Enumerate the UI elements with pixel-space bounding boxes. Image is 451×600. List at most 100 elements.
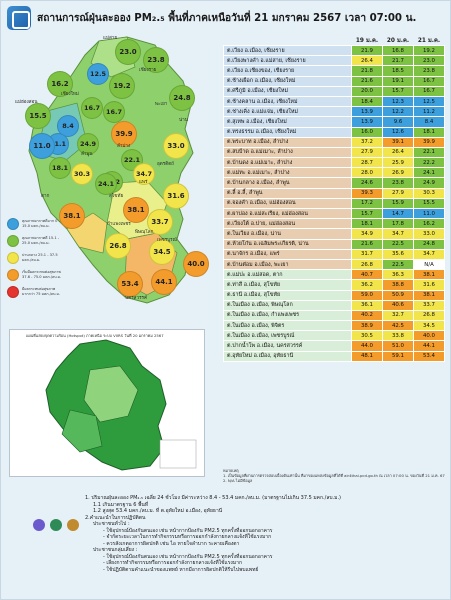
hotspot-map-panel: แผนที่แสดงจุดความร้อน (Hotspot) ภาคเหนือ… <box>9 329 205 477</box>
station-bubble: 15.5 <box>25 103 51 129</box>
agency-logo-icon <box>50 519 62 531</box>
table-row: ต.ห้วยโก๋น อ.เฉลิมพระเกียรติ, น่าน 21.6 22… <box>223 238 445 250</box>
legend-text: คุณภาพอากาศดีมาก 0 - 15.0 มคก./ลบ.ม. <box>22 219 60 228</box>
pm25-value-cell: 28.7 <box>351 157 383 169</box>
pm25-value-cell: 53.4 <box>413 350 445 362</box>
pm25-value-cell: N/A <box>413 258 445 271</box>
pm25-value-cell: 16.8 <box>382 44 414 57</box>
summary-p2a: - ใช้อุปกรณ์ป้องกันตนเอง เช่น หน้ากากป้อ… <box>103 527 273 534</box>
pm25-value-cell: 21.8 <box>351 65 383 77</box>
pm25-value-cell: 27.9 <box>382 187 414 199</box>
station-bubble: 16.7 <box>103 101 125 123</box>
station-name: ต.จองคำ อ.เมือง, แม่ฮ่องสอน <box>223 197 352 210</box>
station-bubble: 8.4 <box>57 115 79 137</box>
station-bubble: 44.1 <box>151 269 177 295</box>
table-row: ต.สุเทพ อ.เมือง, เชียงใหม่ 13.9 9.6 8.4 <box>223 116 445 128</box>
legend-text: คุณภาพอากาศดี 15.1 - 25.0 มคก./ลบ.ม. <box>22 236 60 245</box>
station-bubble: 16.2 <box>47 71 73 97</box>
pm25-value-cell: 28.0 <box>351 167 383 179</box>
station-bubble: 33.0 <box>163 133 189 159</box>
table-row: ต.จองคำ อ.เมือง, แม่ฮ่องสอน 17.2 15.9 15.5 <box>223 197 445 210</box>
pm25-value-cell: 36.2 <box>351 279 383 291</box>
station-bubble: 18.1 <box>49 157 71 179</box>
pm25-value-cell: 13.9 <box>351 116 383 128</box>
pm25-value-cell: 17.8 <box>382 218 414 230</box>
pm25-value-cell: 34.7 <box>382 228 414 240</box>
page-title: สถานการณ์ฝุ่นละออง PM₂.₅ พื้นที่ภาคเหนือ… <box>37 13 417 24</box>
pm25-value-cell: 20.0 <box>351 85 383 97</box>
legend-item: มีผลกระทบต่อสุขภาพ มากกว่า 75 มคก./ลบ.ม. <box>7 286 67 298</box>
pm25-value-cell: 25.9 <box>382 157 414 169</box>
station-name: ต.นาจักร อ.เมือง, แพร่ <box>223 248 352 260</box>
pm25-value-cell: 15.9 <box>382 197 414 210</box>
map-place-label: ลำปาง <box>117 144 131 149</box>
legend-text: มีผลกระทบต่อสุขภาพ มากกว่า 75 มคก./ลบ.ม. <box>22 287 61 296</box>
pm25-value-cell: 21.9 <box>351 44 383 57</box>
table-row: ต.ในเวียง อ.เมือง, น่าน 34.9 34.7 33.0 <box>223 228 445 240</box>
legend-text: ปานกลาง 25.1 - 37.5 มคก./ลบ.ม. <box>22 253 58 262</box>
station-name: ต.พระบาท อ.เมือง, ลำปาง <box>223 136 352 148</box>
map-place-label: สุโขทัย <box>109 194 124 199</box>
pm25-value-cell: 16.7 <box>413 85 445 97</box>
pm25-value-cell: 19.1 <box>382 75 414 87</box>
station-bubble: 33.7 <box>147 209 173 235</box>
header-day-3: 21 ม.ค. <box>417 38 441 44</box>
table-row: ต.ในเมือง อ.เมือง, เพชรบูรณ์ 30.5 33.8 40.0 <box>223 330 445 342</box>
pm25-value-cell: 21.6 <box>351 238 383 250</box>
station-bubble: 16.7 <box>81 97 103 119</box>
station-bubble: 19.2 <box>109 73 135 99</box>
station-bubble: 23.8 <box>143 47 169 73</box>
note-line-2: 2. N/A ไม่มีข้อมูล <box>223 478 253 484</box>
pm25-value-cell: 31.7 <box>351 248 383 260</box>
station-bubble: 11.0 <box>29 133 55 159</box>
pm25-value-cell: 18.1 <box>351 218 383 230</box>
pm25-value-cell: 17.2 <box>351 197 383 210</box>
summary-p3c: - ใช้ปฏิบัติตามคำแนะนำของแพทย์ หากมีอากา… <box>103 566 259 573</box>
station-bubble: 31.6 <box>163 183 189 209</box>
pm25-value-cell: 22.2 <box>413 157 445 169</box>
summary-p1b: 1.2 สูงสุด 53.4 มคก./ลบ.ม. ที่ ต.อุทัยให… <box>93 508 223 514</box>
table-row: ต.อุทัยใหม่ อ.เมือง, อุทัยธานี 48.1 59.1 53… <box>223 350 445 362</box>
agency-logos <box>33 519 79 531</box>
map-place-label: แพร่ <box>139 180 148 185</box>
pm25-value-cell: 18.4 <box>351 95 383 108</box>
station-name: ต.ปากน้ำโพ อ.เมือง, นครสวรรค์ <box>223 340 352 352</box>
station-name: ต.ธานี อ.เมือง, สุโขทัย <box>223 289 352 301</box>
table-row: ต.บ้านต๋อม อ.เมือง, พะเยา 26.8 22.5 N/A <box>223 258 445 271</box>
legend-swatch <box>7 269 19 281</box>
station-name: ต.แม่ทะ อ.แม่เมาะ, ลำปาง <box>223 167 352 179</box>
pm25-value-cell: 40.2 <box>351 309 383 322</box>
table-row: ต.เวียง อ.เมือง, เชียงราย 21.9 16.8 19.2 <box>223 44 445 57</box>
pm25-value-cell: 18.5 <box>382 65 414 77</box>
note-line-1: 1. เป็นข้อมูลที่ผ่านการตรวจสอบเบื้องต้นเ… <box>223 473 445 479</box>
pm25-value-cell: 14.7 <box>382 207 414 220</box>
map-place-label: เพชรบูรณ์ <box>157 238 177 243</box>
legend-swatch <box>7 286 19 298</box>
table-row: ต.บ้านกลาง อ.เมือง, ลำพูน 24.6 23.8 24.9 <box>223 177 445 189</box>
table-row: ต.ช่างเคิ่ง อ.แม่แจ่ม, เชียงใหม่ 13.9 12.2… <box>223 106 445 118</box>
table-row: ต.เวียงพางคำ อ.แม่สาย, เชียงราย 26.4 21.7 2… <box>223 55 445 67</box>
pm25-value-cell: 40.0 <box>413 330 445 342</box>
summary-p2: 2.คำแนะนำในการปฏิบัติตน <box>85 514 146 521</box>
pm25-value-cell: 34.5 <box>413 320 445 332</box>
station-bubble: 26.8 <box>105 233 131 259</box>
pm25-value-cell: 35.6 <box>382 248 414 260</box>
legend-swatch <box>7 252 19 264</box>
summary-p3a: - ใช้อุปกรณ์ป้องกันตนเอง เช่น หน้ากากป้อ… <box>103 553 273 560</box>
station-name: ต.ในเมือง อ.เมือง, พิษณุโลก <box>223 299 352 311</box>
station-name: ต.เวียงพางคำ อ.แม่สาย, เชียงราย <box>223 55 352 67</box>
legend-item: คุณภาพอากาศดี 15.1 - 25.0 มคก./ลบ.ม. <box>7 235 67 247</box>
pm25-value-cell: 40.6 <box>382 299 414 311</box>
pm25-value-cell: 16.0 <box>351 126 383 138</box>
station-bubble: 38.1 <box>123 197 149 223</box>
legend-item: คุณภาพอากาศดีมาก 0 - 15.0 มคก./ลบ.ม. <box>7 218 67 230</box>
pm25-value-cell: 16.2 <box>413 218 445 230</box>
map-place-label: เชียงราย <box>139 68 157 73</box>
header-station <box>224 35 352 46</box>
table-row: ต.ศรีภูมิ อ.เมือง, เชียงใหม่ 20.0 15.7 16.7 <box>223 85 445 97</box>
station-bubble: 34.7 <box>133 163 155 185</box>
pm25-value-cell: 26.8 <box>413 309 445 322</box>
pm25-value-cell: 40.7 <box>351 269 383 281</box>
pm25-value-cell: 38.8 <box>382 279 414 291</box>
station-name: ต.ช่างเคิ่ง อ.แม่แจ่ม, เชียงใหม่ <box>223 106 352 118</box>
